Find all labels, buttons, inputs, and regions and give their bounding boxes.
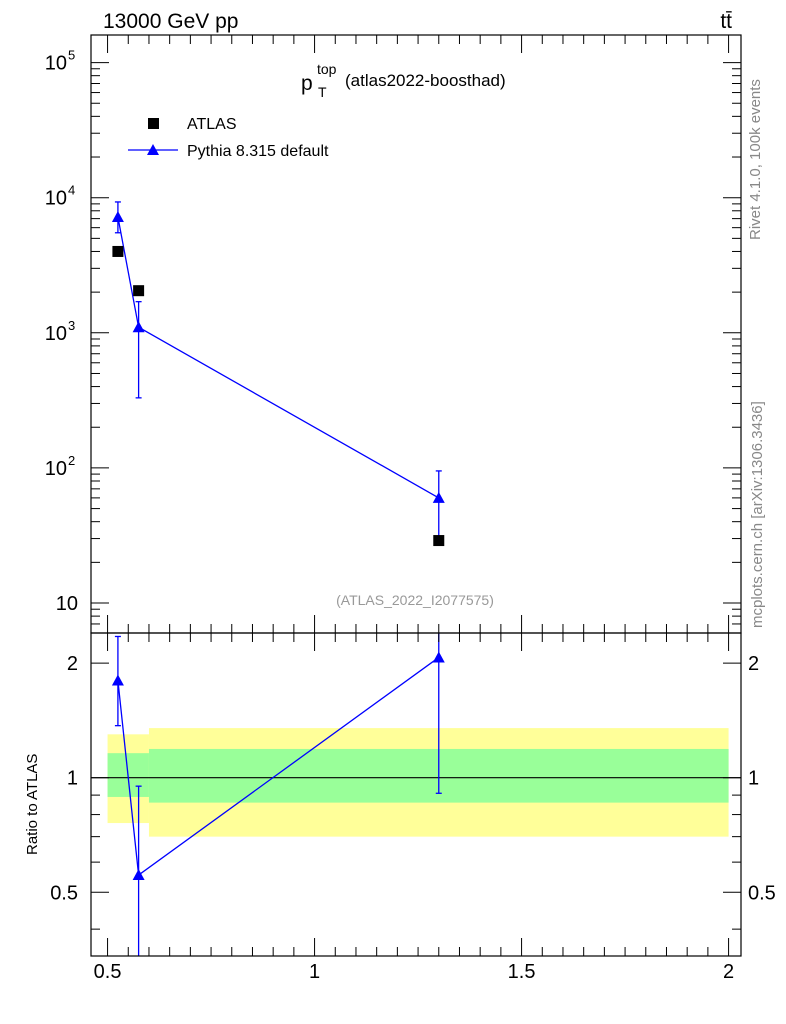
ratio-panel: 0.5 0.5 1 1 2 2 0.5 1 1.5 2 Ratio to ATLAS xyxy=(24,632,776,983)
ratio-y-tick-label: 0.5 xyxy=(50,882,78,904)
legend-label-atlas: ATLAS xyxy=(187,116,237,133)
pythia-line xyxy=(117,216,440,499)
ratio-point xyxy=(432,651,445,663)
atlas-point xyxy=(433,535,445,547)
mcplots-label: mcplots.cern.ch [arXiv:1306.3436] xyxy=(749,401,766,628)
legend: ATLAS Pythia 8.315 default xyxy=(128,116,329,160)
ratio-y-tick-label-right: 1 xyxy=(748,768,759,790)
y-tick-label: 10 xyxy=(56,593,78,615)
x-tick-label: 0.5 xyxy=(94,961,122,983)
atlas-point xyxy=(133,285,145,297)
y-tick-label: 10 xyxy=(45,458,67,480)
y-tick-label-exponent: 3 xyxy=(68,318,75,333)
ratio-point xyxy=(132,869,145,881)
legend-label-pythia: Pythia 8.315 default xyxy=(187,143,329,160)
y-tick-label: 10 xyxy=(45,53,67,75)
x-tick-label: 1 xyxy=(309,961,320,983)
x-tick-label: 1.5 xyxy=(508,961,536,983)
atlas-point xyxy=(112,245,124,257)
y-tick-label-exponent: 5 xyxy=(68,48,75,63)
pythia-point xyxy=(111,210,124,222)
ratio-y-tick-label-right: 0.5 xyxy=(748,882,776,904)
plot-title-suffix: (atlas2022-boosthad) xyxy=(345,71,506,90)
ratio-y-tick-label-right: 2 xyxy=(748,653,759,675)
legend-marker-pythia xyxy=(147,144,159,155)
plot-title: p xyxy=(301,72,313,95)
ratio-y-tick-label: 1 xyxy=(67,768,78,790)
rivet-label: Rivet 4.1.0, 100k events xyxy=(747,79,764,240)
ratio-frame xyxy=(90,632,742,957)
x-tick-label: 2 xyxy=(723,961,734,983)
y-tick-label: 10 xyxy=(45,188,67,210)
y-tick-label-exponent: 2 xyxy=(68,453,75,468)
y-tick-label-exponent: 4 xyxy=(68,183,75,198)
process-label: tt̄ xyxy=(720,10,732,33)
plot-title-sub: T xyxy=(318,84,327,100)
y-tick-label: 10 xyxy=(45,323,67,345)
plot-title-sup: top xyxy=(317,61,337,77)
analysis-id: (ATLAS_2022_I2077575) xyxy=(336,592,494,608)
legend-marker-atlas xyxy=(148,118,159,129)
pythia-point xyxy=(132,321,145,333)
ratio-point xyxy=(111,674,124,686)
energy-label: 13000 GeV pp xyxy=(103,10,238,33)
ratio-ylabel: Ratio to ATLAS xyxy=(24,754,41,855)
pythia-point xyxy=(432,491,445,503)
ratio-y-tick-label: 2 xyxy=(67,653,78,675)
